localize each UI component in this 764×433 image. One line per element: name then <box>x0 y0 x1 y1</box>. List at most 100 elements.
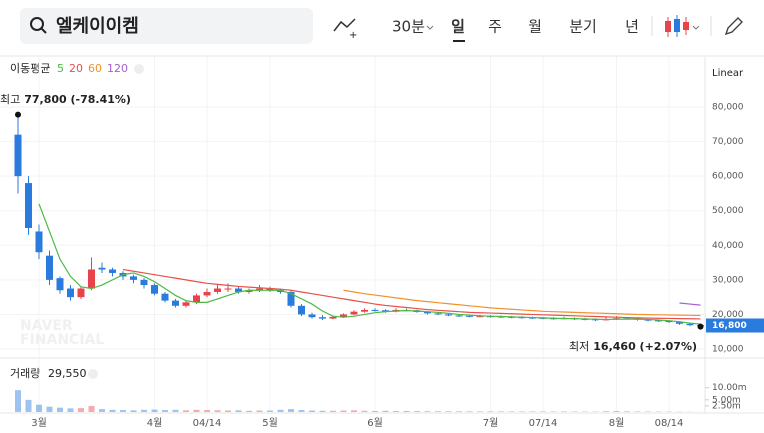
candle-body <box>644 319 652 321</box>
volume-bar <box>109 409 116 412</box>
volume-bar <box>15 390 21 412</box>
period-tab[interactable]: 월 <box>528 18 542 36</box>
low-label: 최저 <box>569 340 589 353</box>
low-marker <box>697 323 704 330</box>
interval-select[interactable]: 30분 <box>392 18 425 36</box>
volume-bar <box>372 411 378 412</box>
volume-bar <box>25 399 32 412</box>
period-tab[interactable]: 분기 <box>569 18 597 36</box>
scale-label[interactable]: Linear <box>712 68 744 79</box>
volume-bar <box>603 411 609 412</box>
volume-bar <box>162 410 168 412</box>
low-value: 16,460 (+2.07%) <box>593 340 697 353</box>
candle-body <box>35 231 43 253</box>
volume-bar <box>151 409 158 412</box>
moving-average-line <box>122 268 701 320</box>
candle-body <box>56 278 64 291</box>
period-tab[interactable]: 주 <box>488 18 502 36</box>
volume-bar <box>193 409 200 412</box>
volume-bar <box>298 410 305 412</box>
volume-bar <box>382 410 389 412</box>
candle-body <box>172 300 179 306</box>
search-text[interactable]: 엘케이이켐 <box>56 16 139 37</box>
moving-average-line <box>343 289 701 317</box>
draw-icon[interactable] <box>724 17 743 36</box>
candle-body <box>214 288 221 292</box>
volume-bar <box>319 410 326 412</box>
candle-body <box>340 314 347 317</box>
volume-bar <box>624 411 630 412</box>
volume-bar <box>309 410 315 412</box>
candle-body <box>382 310 389 312</box>
y-tick-label: 60,000 <box>712 172 744 182</box>
volume-bar <box>120 410 126 412</box>
volume-bar <box>246 410 252 412</box>
candle-body <box>455 315 463 317</box>
search-icon-handle <box>40 27 47 34</box>
candle-body <box>361 309 368 312</box>
candle-body <box>67 288 74 298</box>
volume-bar <box>46 406 53 412</box>
candle-type-icon[interactable] <box>665 15 689 37</box>
candle-body <box>686 323 694 326</box>
candle-body <box>665 321 673 323</box>
candle-body <box>88 269 95 289</box>
last-price-badge <box>706 318 764 333</box>
candle-body <box>277 290 284 292</box>
candle-body <box>245 290 253 292</box>
candle-body <box>371 309 379 311</box>
volume-bar <box>424 411 431 412</box>
chevron <box>692 25 700 30</box>
volume-bar <box>99 409 105 412</box>
volume-bar <box>466 411 473 412</box>
moving-average-line <box>679 302 701 306</box>
candle-body <box>445 314 452 316</box>
volume-bar <box>435 411 441 412</box>
legend-entry: 120 <box>107 62 128 75</box>
volume-bar <box>88 405 95 412</box>
candle-body <box>298 305 305 315</box>
compare-plus: + <box>349 30 357 41</box>
volume-bar <box>67 408 74 412</box>
candle-body <box>25 183 32 229</box>
candle-body <box>203 291 211 296</box>
candle-body <box>182 302 190 306</box>
x-tick-label: 5월 <box>262 417 278 429</box>
candle-body <box>151 285 158 294</box>
candle-body <box>235 288 242 292</box>
volume-bar <box>78 408 84 412</box>
candle-body <box>466 315 473 317</box>
candle-body <box>350 311 358 315</box>
candle-body <box>655 320 662 322</box>
legend-entry: 60 <box>88 62 102 75</box>
x-tick-label: 04/14 <box>193 418 222 429</box>
legend-entry: 5 <box>57 62 64 75</box>
candle-body <box>130 276 137 280</box>
y-tick-label: 80,000 <box>712 103 744 113</box>
volume-bar <box>414 411 420 412</box>
candle-body <box>161 293 169 301</box>
ma-label: 이동평균 <box>10 62 50 75</box>
high-label: 최고 <box>0 93 20 106</box>
candle-body <box>140 279 148 286</box>
candle-body <box>434 313 442 315</box>
last-price-label: 16,800 <box>712 321 747 331</box>
volume-tick-label: 2.50m <box>712 401 741 411</box>
x-tick-label: 7월 <box>483 417 499 429</box>
volume-bar <box>141 409 147 412</box>
icon-body <box>665 21 671 32</box>
candle-body <box>193 295 200 303</box>
period-tab[interactable]: 일 <box>451 18 465 36</box>
compare-icon[interactable] <box>333 18 356 32</box>
close-button[interactable] <box>134 64 144 74</box>
volume-bar <box>351 410 357 412</box>
volume-bar <box>172 409 179 412</box>
period-tab[interactable]: 년 <box>625 18 639 36</box>
candle-body <box>424 312 431 314</box>
close-button[interactable] <box>88 369 98 379</box>
volume-bar <box>487 411 494 412</box>
y-tick-label: 30,000 <box>712 275 744 285</box>
search-box[interactable] <box>20 8 313 44</box>
volume-bar <box>267 410 273 412</box>
search-icon <box>30 17 44 31</box>
